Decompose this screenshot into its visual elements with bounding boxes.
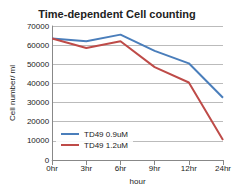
svg-text:3hr: 3hr — [81, 164, 93, 173]
svg-text:6hr: 6hr — [115, 164, 127, 173]
svg-text:0: 0 — [44, 155, 50, 165]
svg-text:TD49 1.2uM: TD49 1.2uM — [84, 141, 128, 150]
svg-text:60000: 60000 — [27, 41, 50, 50]
svg-text:12hr: 12hr — [181, 164, 197, 173]
svg-text:hour: hour — [130, 177, 146, 186]
svg-text:20000: 20000 — [27, 117, 50, 126]
svg-text:Cell number/ ml: Cell number/ ml — [8, 65, 17, 121]
svg-text:0hr: 0hr — [46, 164, 58, 173]
svg-text:24hr: 24hr — [215, 164, 231, 173]
svg-text:TD49 0.9uM: TD49 0.9uM — [84, 130, 128, 139]
svg-text:10000: 10000 — [27, 136, 50, 145]
svg-text:40000: 40000 — [27, 79, 50, 88]
svg-text:9hr: 9hr — [149, 164, 161, 173]
svg-text:Time-dependent Cell counting: Time-dependent Cell counting — [38, 8, 195, 20]
svg-text:70000: 70000 — [27, 22, 50, 31]
svg-text:30000: 30000 — [27, 98, 50, 107]
svg-text:50000: 50000 — [27, 60, 50, 69]
